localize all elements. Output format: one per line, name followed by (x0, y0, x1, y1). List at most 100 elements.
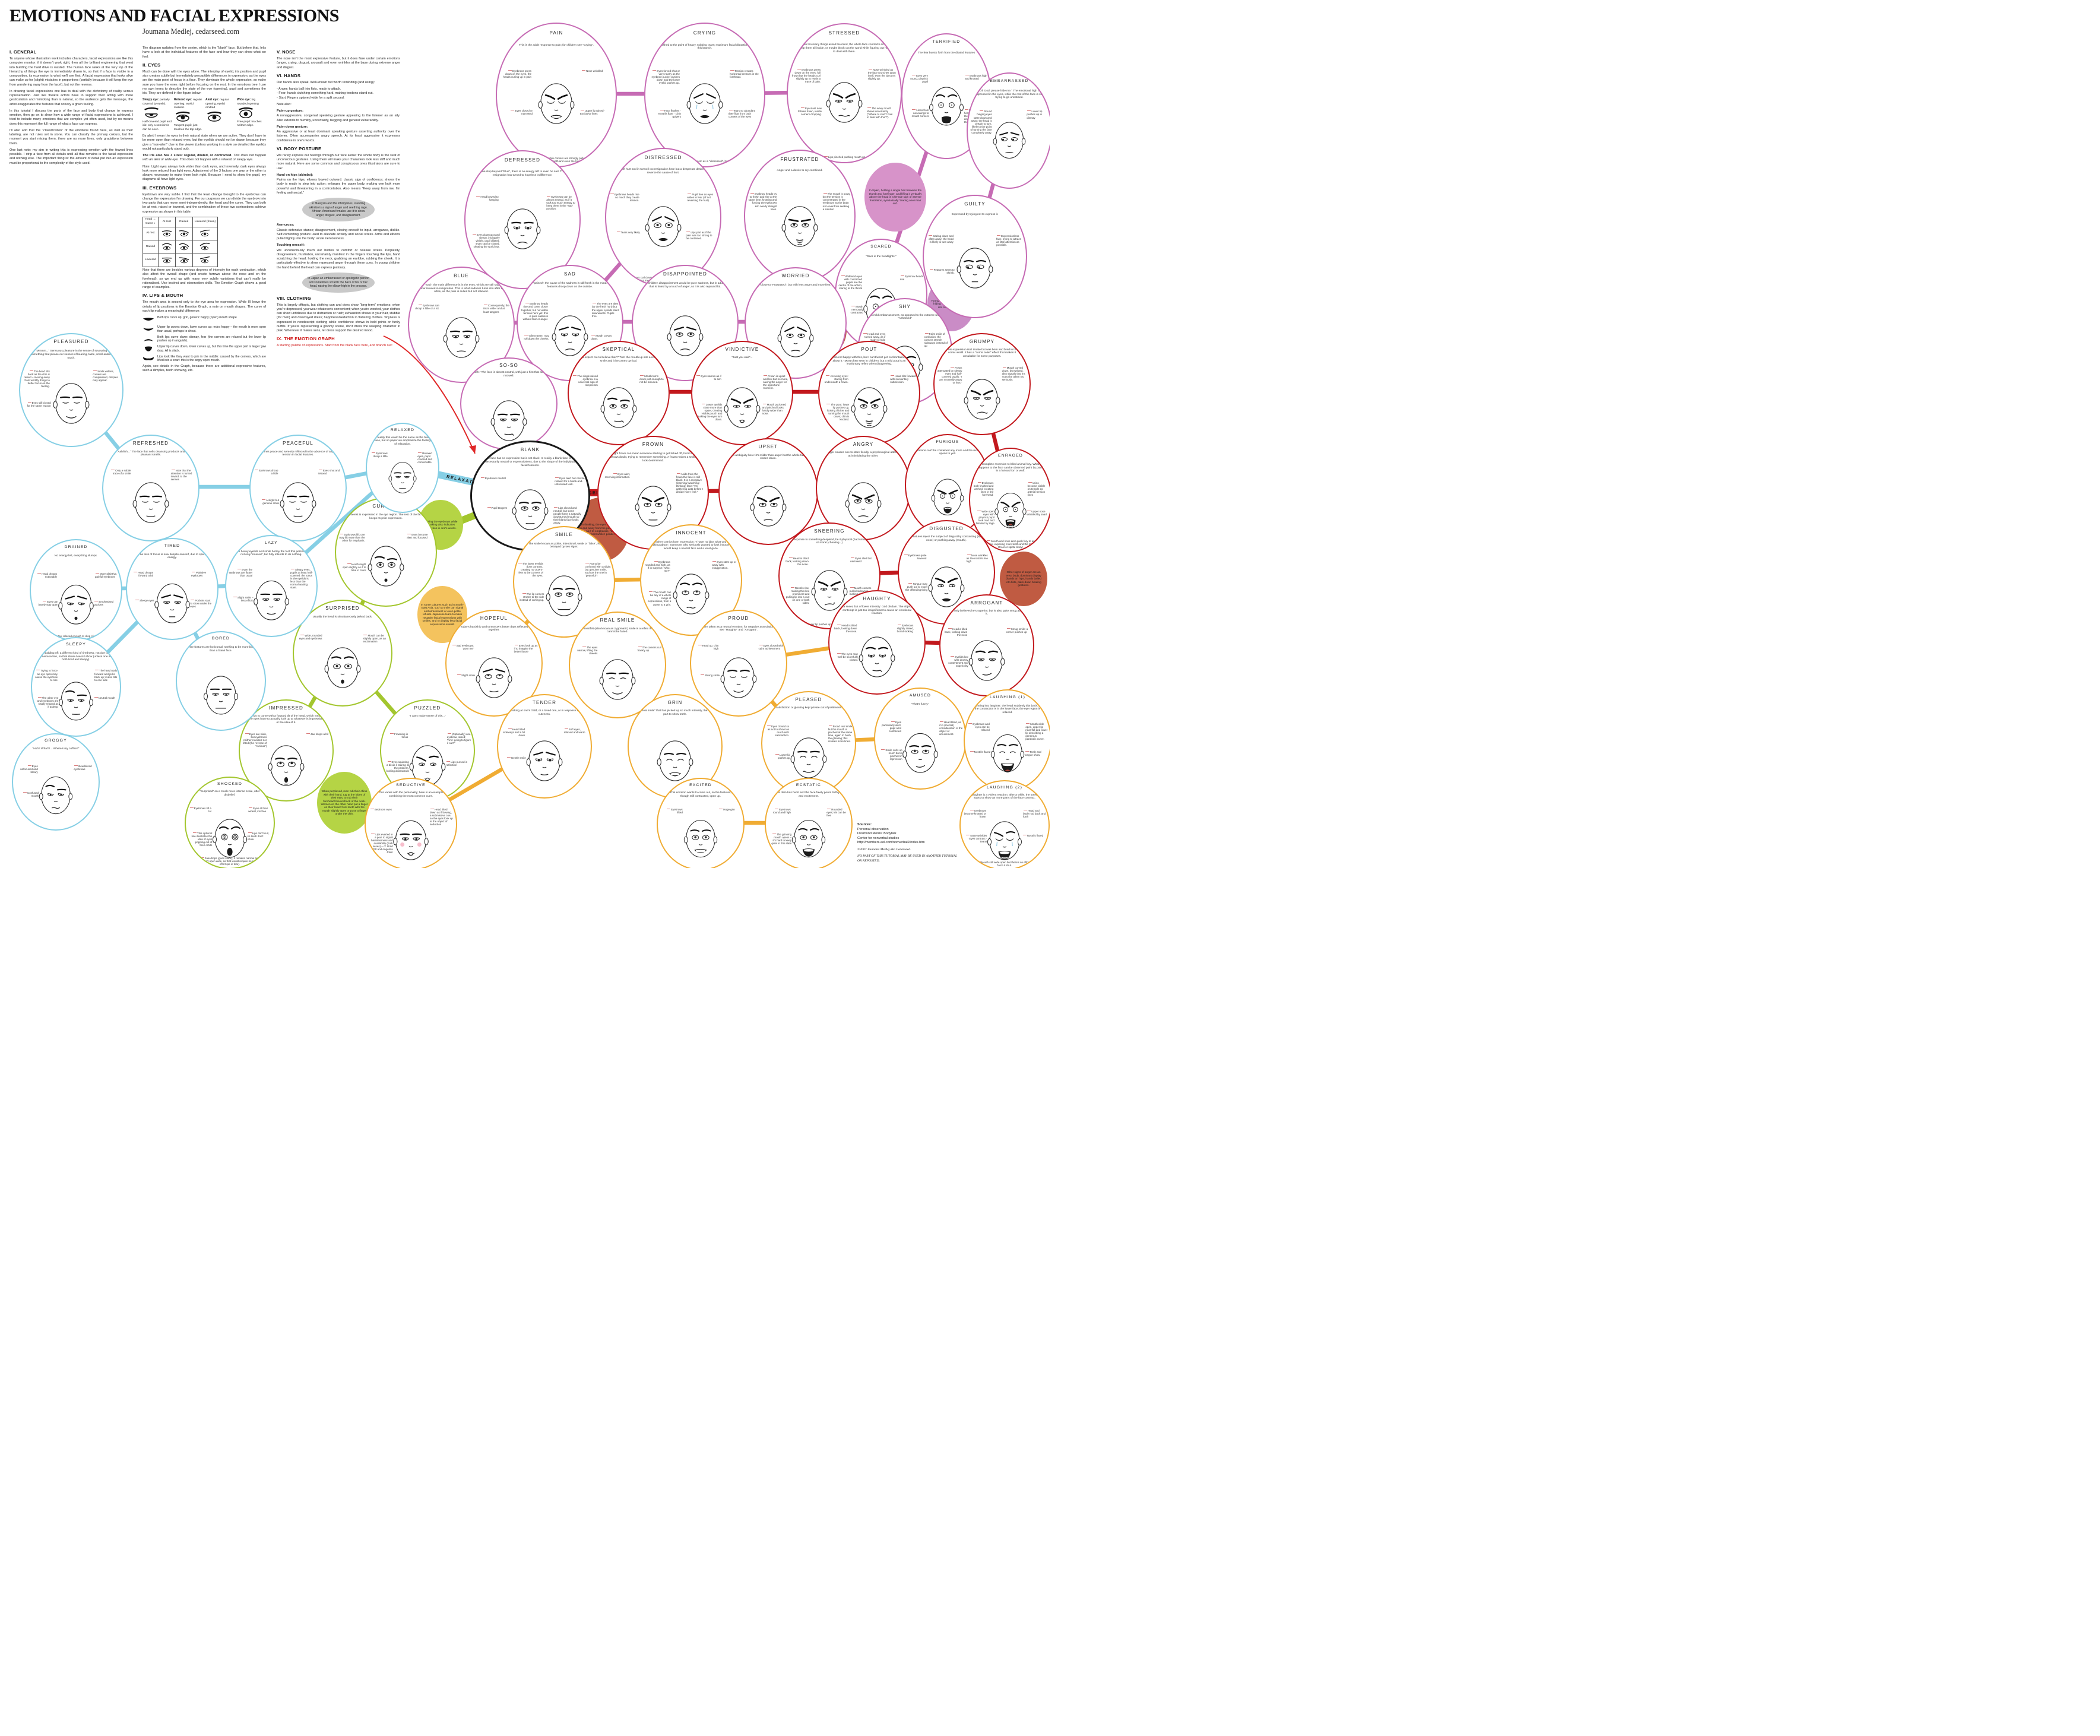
bullet-item: - Fear: hands clutching something hard, … (277, 91, 373, 96)
face-annotation: The mouth can be any of a whole range of… (648, 591, 672, 606)
face-illustration (280, 482, 316, 523)
face-annotation: Wide, rounded eyes and eyebrows (299, 634, 322, 641)
emotion-node-title: DEPRESSED (504, 157, 541, 163)
culture-note-bubble: In Malaysia and the Philippines, standin… (302, 198, 375, 222)
emotion-node-title: ENRAGED (997, 453, 1023, 458)
emotion-node-description: The face has no expression but is not sl… (484, 457, 576, 467)
emotion-node-description: All the features are horizontal, seeking… (185, 645, 256, 652)
emotion-node-description: Satisfaction or gloating kept private ou… (775, 707, 842, 710)
body-paragraph: Palms on the hips, elbows bowed outward:… (277, 178, 400, 195)
face-illustration (845, 482, 882, 524)
face-illustration (777, 316, 814, 357)
face-annotation: Sleepy eyes, pupils at least half-covere… (290, 568, 313, 589)
face-illustration (673, 573, 709, 614)
face-illustration (667, 315, 704, 356)
emotion-node-tender: TENDER Looking at one's child, or a loved… (497, 694, 592, 799)
emotion-node-title: WORRIED (781, 273, 810, 279)
emotion-node-title: HOPEFUL (480, 615, 508, 621)
culture-note-bubble: In Japan an embarrassed or apologetic pe… (302, 272, 375, 293)
face-annotation: Nostrils flared (969, 750, 990, 753)
face-annotation: Head and body nod back and forth (1023, 809, 1046, 819)
emotion-node-title: SO-SO (499, 362, 518, 368)
emotion-node-title: FURIOUS (936, 439, 959, 444)
face-annotation: Eyes squinting a bit as if staring at th… (386, 760, 409, 772)
sources-heading: Sources: (857, 823, 872, 826)
face-annotation: Mouth turns down just enough to not be a… (639, 375, 664, 384)
face-annotation: Eyebrows rounded and high, as if in surp… (645, 560, 670, 572)
body-paragraph: Note: Light eyes always look wider than … (142, 164, 266, 182)
sub-heading: Hand on hips (akimbo): (277, 173, 313, 177)
emotion-node-title: IMPRESSED (269, 705, 303, 711)
face-illustration (994, 493, 1027, 529)
emotion-node-title: SHY (898, 303, 911, 309)
body-paragraph: This is largely offtopic, but clothing c… (277, 303, 400, 333)
note-bubble-text: Other signs of anger are an erect body, … (1006, 571, 1041, 587)
face-annotation: “Silent tears” may roll down the cheeks. (524, 334, 549, 341)
emotion-node-description: A “Real smile” that has picked up so muc… (637, 709, 713, 716)
face-annotation: The grinning mouth opens – it's hard to … (771, 833, 792, 845)
section-heading: VIII. CLOTHING (277, 295, 312, 301)
emotion-node-arrogant: ARROGANT Not only believes he's superior,… (939, 594, 1034, 696)
face-annotation: Eyes are wide, but eyebrows neither roun… (243, 732, 267, 747)
eye-type-item: Alert eye: regular opening, eyelid omitt… (205, 98, 235, 132)
face-annotation: Nostrils flared (1022, 834, 1044, 837)
emotion-node-description: This is the adult response to pain; for … (519, 43, 594, 47)
face-annotation: Eyebrows and eyes can be relaxed (967, 723, 990, 731)
note-bubble: When perplexed, men rub their chins with… (317, 772, 372, 834)
emotion-node-description: This expression isn't innate but was bor… (946, 348, 1018, 358)
copyright-line: NO PART OF THIS TUTORIAL MAY BE USED IN … (857, 854, 958, 863)
face-illustration (635, 486, 672, 527)
face-annotation: Pockets start to show under the eyes (190, 598, 212, 608)
emotion-node-title: TIRED (164, 543, 180, 548)
face-annotation: Head tilted, as if in (mental) considera… (939, 720, 963, 736)
section-heading: I. GENERAL (9, 49, 37, 55)
emotion-node-title: BLANK (520, 447, 540, 453)
face-annotation: Expressionless face, trying to attract a… (996, 235, 1021, 247)
face-annotation: Eyebrow heads try to frown and rise at t… (748, 192, 777, 211)
face-annotation: Mouth curves down. (591, 334, 612, 341)
emotion-node-description: “Bleh.” The face is almost neutral, with… (472, 371, 546, 378)
emotion-node-title: SLEEPY (66, 642, 86, 647)
face-illustration (39, 777, 73, 815)
face-annotation: Bewildered eyebrows (74, 765, 92, 771)
body-paragraph: In this tutorial I discuss the parts of … (9, 109, 133, 126)
face-annotation: Gazing down and often away; the head is … (928, 235, 954, 244)
emotion-node-description: All features reject the subject of disgu… (908, 536, 985, 542)
emotion-node-description: Tends to come with a forward tilt of the… (248, 714, 324, 724)
face-annotation: Eyes very round, pinprick pupil (910, 74, 928, 83)
face-annotation: Eyelids low with drowsy contentment and … (948, 655, 968, 667)
face-annotation: Lower lid pushes up (767, 753, 790, 759)
note-bubble-text: Raising the eyebrows while speaking also… (423, 519, 458, 530)
face-annotation: Jaw drops a bit (306, 733, 330, 736)
body-paragraph: Again, see details in the Graph, because… (142, 364, 266, 373)
face-annotation: The lower eyelids don't contract, creati… (518, 562, 543, 577)
face-annotation: Smug smile; a corner pushes up (1006, 627, 1028, 633)
mouth-shape-item: Upper lip curves down, lower curves up: … (142, 325, 266, 333)
face-annotation: Eyes forced shut or very nearly as the e… (651, 69, 680, 84)
emotion-node-frustrated: FRUSTRATED Anger and a desire to cry comb… (744, 150, 856, 283)
emotion-node-description: Anger causes one to stare fixedly, a psy… (826, 451, 900, 458)
emotion-node-title: LAUGHING (2) (986, 785, 1023, 790)
face-annotation: Teeth and tongue show (1024, 750, 1041, 756)
face-illustration (851, 387, 888, 429)
emotion-node-haughty: HAUGHTY It's a sneer, but of lower intens… (828, 590, 926, 695)
face-illustration (929, 87, 964, 126)
face-annotation: Eyes become alert and focused (407, 533, 428, 539)
emotion-node-title: FRUSTRATED (780, 156, 819, 162)
emotion-node-description: In reality this would be the same as the… (374, 436, 431, 446)
emotion-node-description: Usually the head is simultaneously jerke… (312, 615, 373, 619)
face-annotation: The pout: lower lip pushes up, looking t… (826, 403, 850, 422)
sub-heading: Touching oneself: (277, 243, 305, 248)
face-annotation: Accusing eyes: staring from underneath a… (824, 375, 848, 384)
iris-sizes-note: The iris also has 3 sizes: regular, dila… (142, 154, 266, 162)
face-annotation: Eyes alert but narrowed (850, 557, 872, 563)
emotion-node-title: DRAINED (64, 544, 88, 549)
face-annotation: Head tilted sideways and a bit down (503, 728, 525, 737)
face-illustration (254, 581, 289, 620)
face-annotation: Mouth can be slightly open, as an exclam… (363, 634, 386, 644)
emotion-node-title: GUILTY (964, 201, 986, 207)
face-annotation: Strong smile (696, 674, 720, 677)
emotion-node-embarrassed: EMBARRASSED “Oh God, please hide me.” The… (967, 72, 1050, 189)
emotion-node-surprised: SURPRISED Usually the head is simultaneou… (293, 600, 392, 707)
emotion-node-title: PAIN (549, 30, 563, 36)
